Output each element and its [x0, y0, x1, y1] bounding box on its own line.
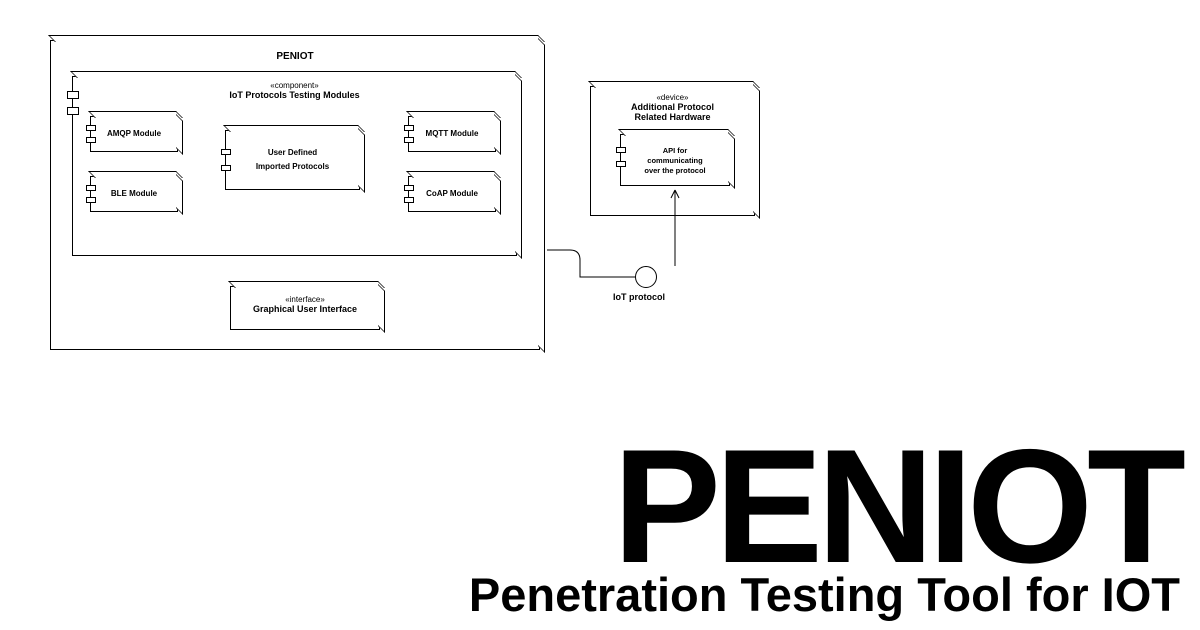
device-title-2: Related Hardware	[591, 112, 754, 122]
coap-module: CoAP Module	[408, 176, 496, 212]
gui-interface: «interface» Graphical User Interface	[230, 286, 380, 330]
gui-stereotype: «interface»	[231, 295, 379, 304]
architecture-diagram: PENIOT «component» IoT Protocols Testing…	[50, 30, 790, 390]
component-notch-icon	[67, 91, 79, 99]
coap-label: CoAP Module	[424, 187, 480, 201]
headline-title: PENIOT	[613, 438, 1180, 576]
module-notch-icon	[86, 137, 96, 143]
userdef-module: User Defined Imported Protocols	[225, 130, 360, 190]
mqtt-module: MQTT Module	[408, 116, 496, 152]
module-notch-icon	[616, 147, 626, 153]
device-stereotype: «device»	[591, 93, 754, 102]
amqp-module: AMQP Module	[90, 116, 178, 152]
api-component: API for communicating over the protocol	[620, 134, 730, 186]
module-notch-icon	[86, 125, 96, 131]
gui-title: Graphical User Interface	[231, 304, 379, 314]
userdef-label-2: Imported Protocols	[254, 160, 331, 174]
module-notch-icon	[86, 197, 96, 203]
headline-subtitle: Penetration Testing Tool for IOT	[469, 567, 1180, 622]
device-title-1: Additional Protocol	[591, 102, 754, 112]
module-notch-icon	[404, 197, 414, 203]
module-notch-icon	[404, 125, 414, 131]
component-notch-icon	[67, 107, 79, 115]
module-notch-icon	[616, 161, 626, 167]
module-notch-icon	[86, 185, 96, 191]
module-notch-icon	[404, 185, 414, 191]
userdef-label-1: User Defined	[266, 146, 319, 160]
component-stereotype: «component»	[73, 81, 516, 90]
module-notch-icon	[221, 165, 231, 171]
component-title: IoT Protocols Testing Modules	[73, 90, 516, 100]
ble-label: BLE Module	[109, 187, 159, 201]
protocol-ball-icon	[635, 266, 657, 288]
module-notch-icon	[221, 149, 231, 155]
api-label-3: over the protocol	[642, 164, 707, 177]
peniot-title: PENIOT	[51, 41, 539, 62]
amqp-label: AMQP Module	[105, 127, 163, 141]
iot-protocol-label: IoT protocol	[613, 292, 665, 302]
ble-module: BLE Module	[90, 176, 178, 212]
module-notch-icon	[404, 137, 414, 143]
mqtt-label: MQTT Module	[424, 127, 481, 141]
